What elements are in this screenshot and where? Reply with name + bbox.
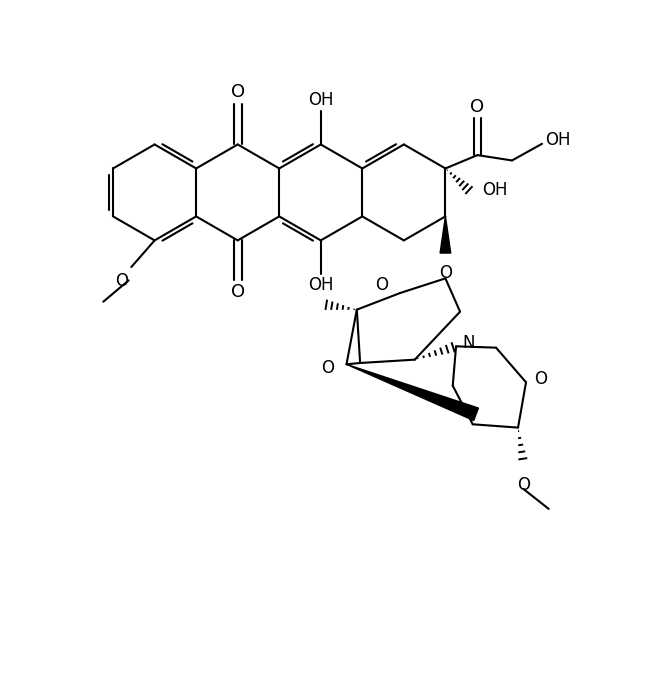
Text: O: O <box>322 359 334 377</box>
Text: OH: OH <box>482 182 508 199</box>
Text: OH: OH <box>545 132 571 149</box>
Text: O: O <box>534 370 547 388</box>
Text: OH: OH <box>308 91 334 109</box>
Text: O: O <box>470 98 484 116</box>
Text: O: O <box>439 264 452 282</box>
Text: O: O <box>231 283 245 301</box>
Text: O: O <box>115 273 128 290</box>
Text: N: N <box>463 334 475 352</box>
Text: O: O <box>517 475 530 494</box>
Text: O: O <box>375 276 388 294</box>
Polygon shape <box>347 364 478 420</box>
Text: OH: OH <box>308 276 334 294</box>
Polygon shape <box>440 216 451 253</box>
Text: O: O <box>231 83 245 102</box>
